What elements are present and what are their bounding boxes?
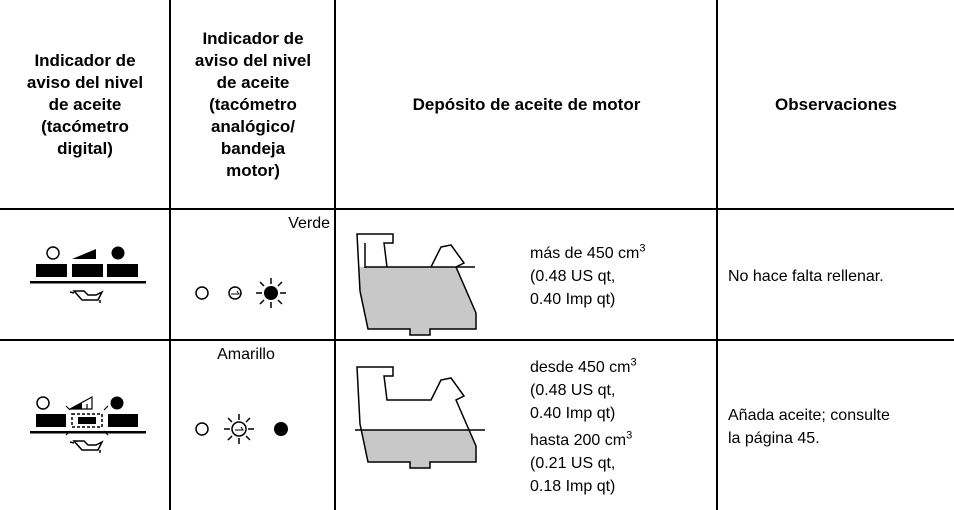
observation-line: Añada aceite; consulte [728, 406, 890, 424]
column-divider [334, 0, 336, 510]
observations: Añada aceite; consulte la página 45. [728, 343, 952, 510]
tank-note-text: desde 450 cm [530, 358, 631, 376]
tank-note-line: desde 450 cm3 [530, 356, 710, 379]
tank-note-text: 0.40 Imp qt) [530, 290, 616, 308]
digital-indicator-icon [30, 246, 146, 303]
header-cell: Indicador de aviso del nivel de aceite (tac… [171, 0, 335, 209]
column-divider [716, 0, 718, 510]
header-divider [0, 208, 954, 210]
tank-notes: más de 450 cm3 (0.48 US qt, 0.40 Imp qt) [530, 212, 710, 340]
tank-note-line: 0.40 Imp qt) [530, 288, 710, 311]
tank-note-line: 0.18 Imp qt) [530, 475, 710, 498]
header-line: de aceite [48, 94, 122, 114]
tank-note-line: más de 450 cm3 [530, 242, 710, 265]
analog-indicator-icon [195, 278, 286, 308]
row-divider [0, 339, 954, 341]
tank-note-text: más de 450 cm [530, 244, 640, 262]
observations: No hace falta rellenar. [728, 212, 952, 340]
indicator-color: Amarillo [171, 343, 321, 366]
indicator-color-text: Amarillo [217, 346, 275, 363]
observation-line: No hace falta rellenar. [728, 267, 884, 285]
indicator-color: Verde [180, 212, 330, 235]
tank-note-line: (0.48 US qt, [530, 265, 710, 288]
column-divider [169, 0, 171, 510]
unit-exponent: 3 [630, 356, 637, 369]
tank-note-line: hasta 200 cm3 [530, 429, 710, 452]
header-line: Indicador de [202, 28, 304, 48]
tank-note-group: más de 450 cm3 (0.48 US qt, 0.40 Imp qt) [530, 242, 710, 311]
tank-note-text: (0.21 US qt, [530, 454, 616, 472]
tank-note-line: (0.21 US qt, [530, 452, 710, 475]
header-line: Depósito de aceite de motor [412, 94, 641, 114]
header-line: de aceite [216, 72, 290, 92]
header-line: Indicador de [34, 50, 136, 70]
header-line: aviso del nivel [26, 72, 144, 92]
indicator-color-text: Verde [288, 215, 330, 232]
header-line: (tacómetro [209, 94, 297, 114]
tank-note-text: 0.18 Imp qt) [530, 477, 616, 495]
tank-note-text: (0.48 US qt, [530, 267, 616, 285]
header-cell: Indicador de aviso del nivel de aceite (tac… [0, 0, 170, 209]
header-line: bandeja [220, 138, 286, 158]
header-cell: Depósito de aceite de motor [336, 0, 717, 209]
analog-indicator-icon [195, 414, 288, 444]
header-line: Observaciones [775, 94, 897, 114]
oil-tank-icon [356, 233, 477, 336]
header-line: (tacómetro [41, 116, 129, 136]
tank-note-line: 0.40 Imp qt) [530, 402, 710, 425]
header-line: motor) [226, 160, 280, 180]
header-cell: Observaciones [718, 0, 954, 209]
oil-tank-icon [355, 366, 485, 469]
observation-line: la página 45. [728, 429, 820, 447]
unit-exponent: 3 [639, 242, 646, 255]
tank-note-group: hasta 200 cm3 (0.21 US qt, 0.18 Imp qt) [530, 429, 710, 498]
tank-notes: desde 450 cm3 (0.48 US qt, 0.40 Imp qt) has… [530, 343, 710, 510]
tank-note-text: (0.48 US qt, [530, 381, 616, 399]
header-line: analógico/ [210, 116, 296, 136]
unit-exponent: 3 [626, 429, 633, 442]
tank-note-line: (0.48 US qt, [530, 379, 710, 402]
tank-note-group: desde 450 cm3 (0.48 US qt, 0.40 Imp qt) [530, 356, 710, 425]
digital-indicator-icon [30, 395, 146, 453]
header-line: aviso del nivel [194, 50, 312, 70]
tank-note-text: hasta 200 cm [530, 431, 627, 449]
header-line: digital) [57, 138, 113, 158]
tank-note-text: 0.40 Imp qt) [530, 404, 616, 422]
